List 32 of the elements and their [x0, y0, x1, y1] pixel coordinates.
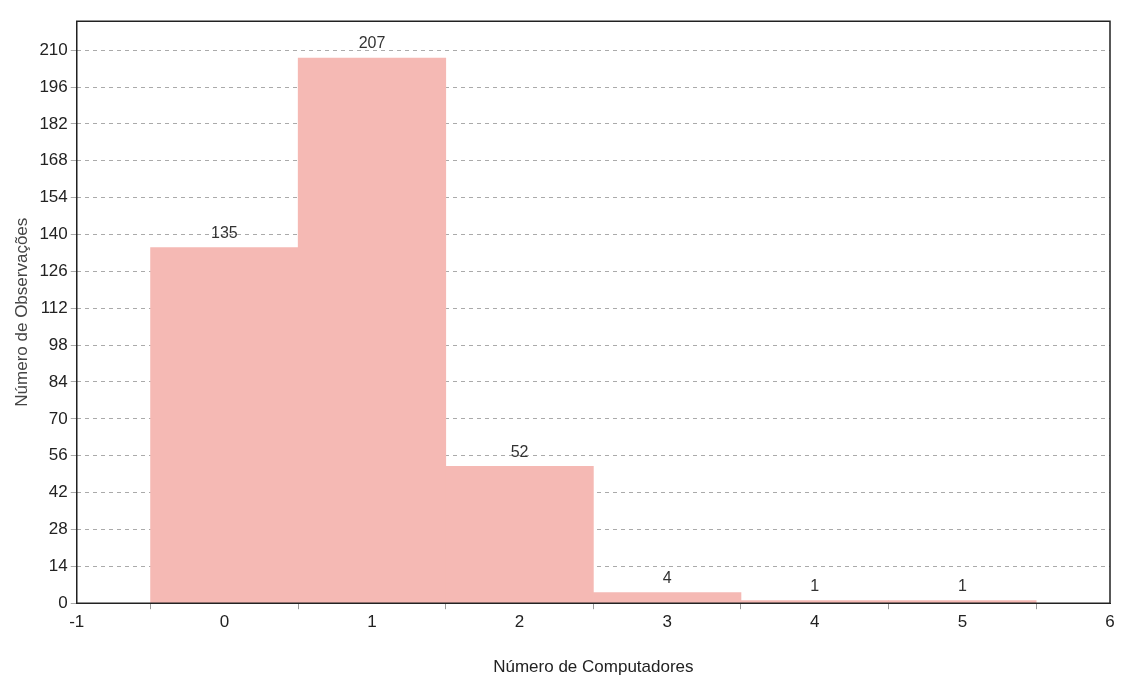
y-tick-label: 56 — [48, 445, 68, 465]
x-tick-label: 2 — [514, 612, 525, 632]
y-tick-label: 154 — [39, 187, 68, 207]
data-label: 1 — [957, 576, 967, 594]
y-tick-label: 182 — [39, 113, 68, 133]
x-tick-label: 0 — [219, 612, 230, 632]
x-tick-label: 1 — [367, 612, 377, 632]
y-tick-label: 28 — [48, 519, 68, 539]
data-label: 135 — [211, 224, 238, 242]
data-label: 1 — [810, 576, 820, 594]
y-tick-label: 196 — [39, 76, 68, 96]
data-label: 4 — [662, 569, 672, 587]
y-tick-label: 70 — [48, 408, 68, 428]
y-tick-label: 112 — [40, 297, 68, 317]
x-tick-label: -1 — [69, 612, 85, 632]
data-label: 52 — [510, 442, 529, 460]
y-tick-label: 168 — [39, 150, 68, 170]
x-tick-label: 4 — [810, 612, 820, 632]
y-tick-label: 84 — [48, 371, 68, 391]
y-tick-label: 210 — [39, 39, 68, 59]
y-tick-label: 0 — [58, 592, 68, 612]
y-tick-label: 126 — [39, 261, 68, 281]
y-tick-label: 42 — [48, 482, 68, 502]
y-tick-label: 98 — [48, 334, 68, 354]
x-tick-label: 5 — [957, 612, 968, 632]
x-tick-label: 6 — [1105, 612, 1115, 632]
y-tick-label: 140 — [39, 224, 68, 244]
y-tick-label: 14 — [48, 556, 68, 576]
x-axis-title: Número de Computadores — [493, 657, 694, 677]
y-axis-title: Número de Observações — [11, 217, 31, 407]
x-tick-label: 3 — [662, 612, 672, 632]
data-label: 207 — [358, 34, 386, 52]
